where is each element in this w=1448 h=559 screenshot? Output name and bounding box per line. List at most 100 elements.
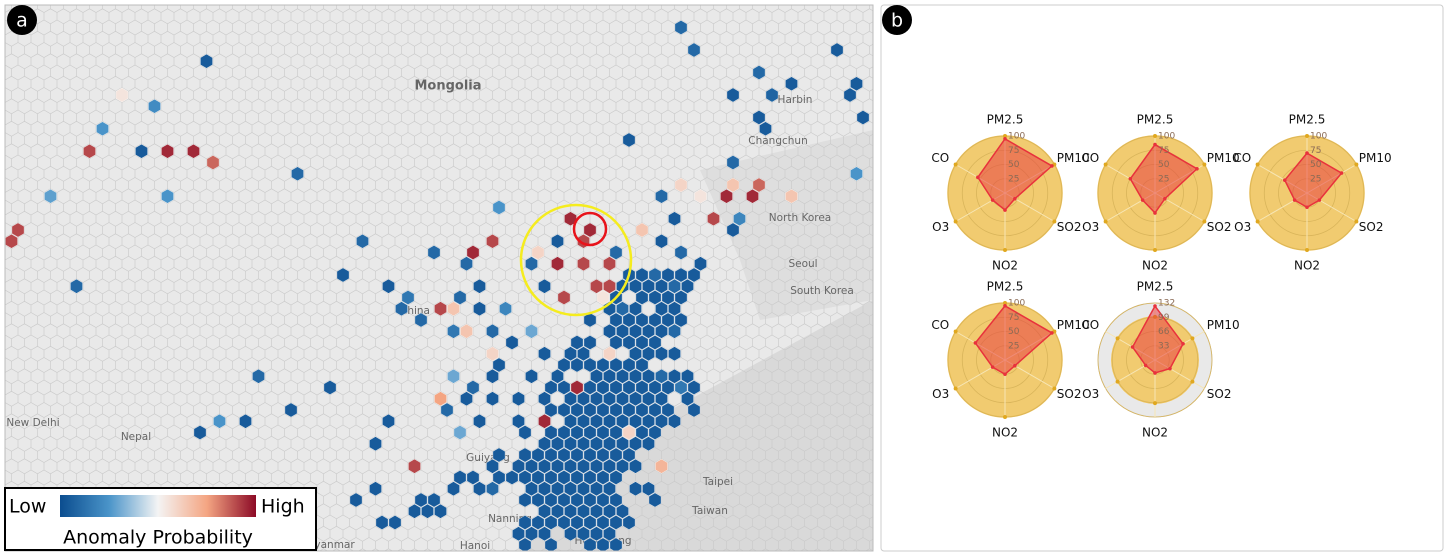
hex-cell — [570, 492, 584, 508]
place-label: North Korea — [769, 212, 831, 224]
hex-cell — [525, 368, 538, 384]
radar-axis-label: CO — [1233, 151, 1251, 165]
hex-cell — [486, 368, 499, 384]
hex-cell — [551, 503, 564, 519]
hex-cell — [622, 312, 636, 328]
hex-cell — [200, 53, 213, 69]
hex-cell — [674, 267, 688, 283]
radar-reference-point — [1003, 415, 1007, 419]
radar-reference-point — [1354, 162, 1359, 167]
hex-cell — [11, 222, 25, 238]
radar-reference-point — [1190, 336, 1195, 341]
hex-cell — [668, 413, 681, 429]
hex-cell — [525, 481, 538, 497]
hex-cell — [642, 391, 655, 407]
radar-point — [1153, 371, 1157, 375]
hex-cell — [642, 368, 655, 384]
hex-cell — [622, 132, 636, 148]
hex-cell — [544, 447, 558, 463]
hex-cell — [674, 290, 688, 305]
radar-panel — [880, 4, 1444, 552]
hex-cell — [661, 380, 675, 395]
radar-point — [990, 365, 995, 369]
radar-axis-label: NO2 — [1142, 259, 1168, 273]
hex-cell — [453, 290, 467, 305]
hex-cell — [648, 425, 662, 440]
radar-axis-label: PM10 — [1057, 151, 1090, 165]
hex-cell — [427, 492, 441, 508]
hex-cell — [356, 233, 369, 249]
hex-cell — [583, 222, 597, 238]
radar-point — [1282, 178, 1287, 182]
hex-cell — [609, 470, 623, 485]
radar-tick-label: 100 — [1310, 132, 1327, 142]
hex-cell — [655, 391, 668, 407]
hex-cell — [427, 245, 441, 260]
radar-axis-label: CO — [931, 151, 949, 165]
hex-cell — [752, 65, 766, 80]
hex-cell — [382, 278, 395, 294]
hex-cell — [531, 470, 545, 485]
hex-cell — [564, 526, 577, 542]
hex-cell — [590, 481, 603, 497]
radar-reference-point — [953, 386, 958, 391]
place-label: Changchun — [748, 135, 807, 147]
hex-cell — [557, 402, 571, 418]
hex-cell — [512, 526, 525, 542]
hex-cell — [746, 188, 759, 204]
hex-cell — [590, 391, 603, 407]
radar-tick-label: 132 — [1158, 299, 1175, 309]
hex-cell — [570, 357, 584, 373]
radar-reference-point — [1153, 134, 1157, 138]
hex-cell — [629, 368, 642, 384]
hex-cell — [525, 526, 538, 542]
hex-cell — [629, 323, 642, 339]
hex-cell — [544, 470, 558, 485]
radar-axis-label: NO2 — [1294, 259, 1320, 273]
radar-point — [1130, 345, 1135, 349]
hex-cell — [135, 143, 148, 159]
hex-cell — [850, 166, 863, 182]
hex-cell — [486, 391, 499, 407]
hex-cell — [447, 323, 460, 339]
radar-axis-label: SO2 — [1057, 220, 1082, 234]
highlight-circle-small — [572, 211, 608, 247]
hex-cell — [668, 323, 681, 339]
hex-cell — [596, 492, 610, 508]
hex-cell — [570, 515, 584, 530]
hex-cell — [564, 346, 577, 362]
radar-reference-point — [1153, 401, 1157, 406]
radar-chart: 25 50 75 100 PM2.5 PM10 SO2 NO2 O3 CO — [1233, 113, 1391, 273]
hex-cell — [453, 470, 467, 485]
radar-axis-label: PM2.5 — [987, 280, 1024, 294]
hex-cell — [447, 301, 460, 317]
hex-cell — [460, 391, 473, 407]
hex-cell — [609, 402, 623, 418]
hex-cell — [531, 447, 545, 463]
hex-cell — [349, 492, 363, 508]
hex-cell — [512, 413, 525, 429]
hex-cell — [551, 458, 564, 474]
hex-cell — [661, 312, 675, 328]
hex-cell — [843, 87, 857, 103]
hex-cell — [583, 402, 597, 418]
hex-cell — [590, 368, 603, 384]
hex-cell — [583, 357, 597, 373]
radar-axis-label: PM2.5 — [1289, 113, 1326, 127]
radar-point — [976, 175, 980, 180]
hex-cell — [284, 402, 298, 418]
hex-cell — [557, 515, 571, 530]
hex-cell — [752, 110, 766, 125]
hex-cell — [596, 290, 610, 305]
hex-cell — [609, 357, 623, 373]
radar-axis-label: SO2 — [1359, 220, 1384, 234]
hex-cell — [648, 402, 662, 418]
hex-cell — [538, 436, 551, 452]
hex-cell — [486, 458, 499, 474]
hex-cell — [694, 256, 707, 272]
hex-cell — [538, 278, 551, 294]
hex-cell — [609, 425, 623, 440]
hex-cell — [570, 447, 584, 463]
hex-cell — [557, 470, 571, 485]
